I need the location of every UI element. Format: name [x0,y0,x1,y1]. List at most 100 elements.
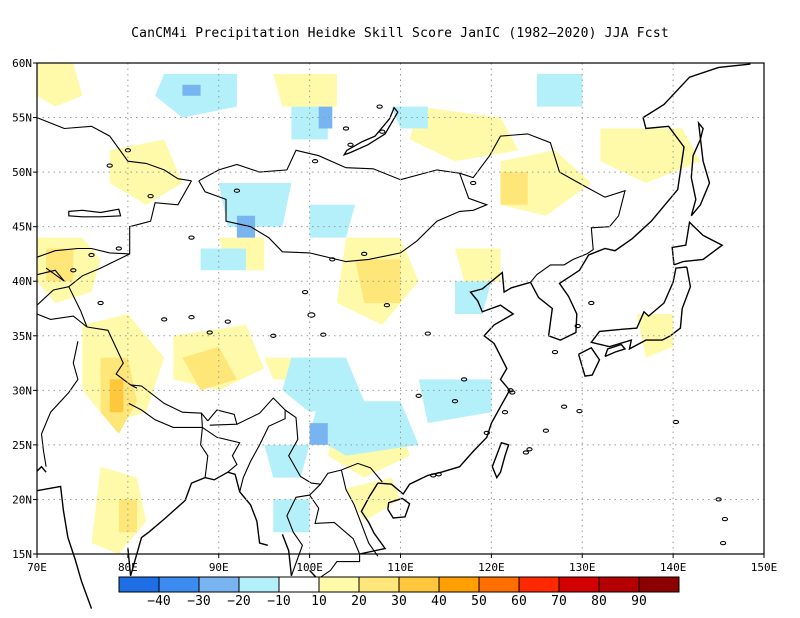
coastline [36,465,47,473]
colorbar-swatch [398,576,440,593]
lon-tick-label: 150E [751,561,778,574]
island [320,332,327,337]
island [721,516,729,522]
coastline [491,441,510,480]
border-line [36,267,65,282]
colorbar-label: 90 [631,594,647,609]
island [526,447,533,452]
border-line [201,412,209,422]
lon-tick-label: 80E [118,561,138,574]
lat-tick-label: 15N [12,548,32,561]
island [233,188,241,193]
border-line [36,247,130,258]
lat-tick-label: 55N [12,112,32,125]
shading-area [182,84,201,96]
colorbar-swatch [638,576,680,593]
island [424,331,431,336]
lat-tick-labels: 15N 20N 25N 30N 35N 40N 45N 50N 55N 60N [12,57,37,561]
shading-area [218,183,292,227]
island [507,388,514,393]
island [147,193,154,199]
island [588,300,595,306]
border-line [236,397,286,492]
lon-tick-labels: 70E 80E 90E 100E 110E 120E 130E 140E 150E [27,554,777,574]
coastline [590,266,692,351]
chart-title: CanCM4i Precipitation Heidke Skill Score… [131,26,669,41]
island [719,540,727,546]
lon-tick-label: 110E [387,561,414,574]
border-line [309,494,361,580]
island [522,450,530,455]
shading-area [500,172,528,205]
colorbar-label: 20 [351,594,367,609]
shading-area [200,248,246,271]
shading-area [536,73,583,107]
colorbar-swatch [318,576,360,593]
island [379,129,386,134]
island [672,419,680,425]
colorbar-swatch [238,576,280,593]
shading-area [155,73,237,118]
island [460,377,468,382]
island [576,408,583,414]
colorbar-label: −30 [187,594,211,609]
lon-tick-label: 120E [478,561,505,574]
lat-tick-label: 50N [12,166,32,179]
coastline [359,482,387,555]
shading-area [273,73,337,107]
island [311,159,319,164]
coastline [690,120,711,217]
island [574,323,581,329]
colorbar-label: 40 [431,594,447,609]
border-line [340,469,379,557]
island [715,497,722,502]
shading-area [309,401,419,456]
lon-tick-label: 100E [296,561,323,574]
island [435,472,442,477]
island [347,142,354,147]
colorbar-swatch [198,576,240,593]
shading-area [355,259,401,303]
shading-area [318,106,333,129]
island [361,251,368,257]
shading-area [109,139,183,205]
colorbar-swatch [118,576,160,593]
lake-balkhash [68,208,122,218]
island [560,404,568,409]
country-borders [36,117,626,580]
island [483,430,490,436]
colorbar-label: 10 [311,594,327,609]
island [224,319,231,324]
border-line [459,133,626,255]
island [542,428,550,433]
border-line [200,427,209,478]
graticule [37,63,764,554]
island [88,252,95,258]
island [161,317,168,322]
lake-baikal [342,106,399,156]
coastline [387,497,411,519]
lon-tick-label: 90E [209,561,229,574]
colorbar-label: 30 [391,594,407,609]
lat-tick-label: 20N [12,493,32,506]
island [106,163,113,168]
colorbar-label: −20 [227,594,251,609]
lat-tick-label: 25N [12,439,32,452]
island [188,315,195,320]
shading-area [273,499,310,533]
border-line [202,426,241,473]
colorbar-label: 70 [551,594,567,609]
island [551,349,559,355]
island [383,303,391,308]
coastline [127,471,268,576]
island [415,393,422,398]
coastline [671,220,724,266]
border-line [36,117,192,182]
shading-area [118,499,137,533]
lat-tick-label: 30N [12,384,32,397]
border-line [198,149,489,263]
skill-shading [37,63,701,554]
shading-area [391,106,428,129]
colorbar-label: 50 [471,594,487,609]
